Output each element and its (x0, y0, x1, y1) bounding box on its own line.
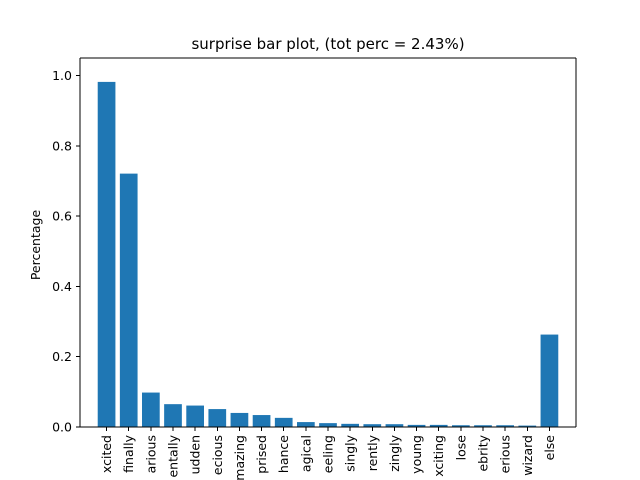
y-tick-label: 0.8 (52, 138, 72, 153)
bar-young (407, 424, 426, 427)
x-tick-label: ecious (210, 435, 225, 475)
x-tick-label: zingly (387, 434, 402, 471)
y-tick-label: 0.6 (52, 209, 72, 224)
x-tick-label: finally (121, 434, 136, 472)
chart-title: surprise bar plot, (tot perc = 2.43%) (191, 35, 464, 53)
x-tick-label: singly (343, 434, 358, 471)
bar-ecious (208, 409, 227, 427)
y-tick-label: 0.2 (52, 349, 72, 364)
bar-agical (297, 422, 315, 427)
x-tick-label: rently (365, 434, 380, 471)
x-tick-label: ebrity (476, 434, 491, 471)
bar-else (540, 334, 559, 427)
x-tick-label: eeling (321, 435, 336, 473)
y-tick-label: 0.0 (52, 420, 72, 435)
y-axis-ticks: 0.0 0.2 0.4 0.6 0.8 1.0 (52, 68, 80, 435)
y-tick-label: 1.0 (52, 68, 72, 83)
x-tick-label: erious (498, 435, 513, 473)
bar-singly (341, 423, 359, 427)
bar-zingly (385, 424, 404, 427)
plot-frame (79, 57, 577, 428)
y-tick-label: 0.4 (52, 279, 72, 294)
x-tick-label: else (542, 435, 557, 461)
y-axis-label: Percentage (28, 210, 43, 281)
bar-udden (186, 405, 204, 427)
bar-wizard (518, 425, 537, 427)
x-tick-label: wizard (520, 435, 535, 476)
bar-erious (496, 425, 514, 427)
x-tick-label: lose (453, 435, 468, 461)
bar-lose (452, 425, 470, 427)
x-axis-ticks: xcited finally arious entally udden ecious maz… (99, 427, 557, 480)
bar-xciting (429, 424, 448, 427)
bar-eeling (319, 423, 337, 427)
bars-layer (97, 81, 559, 428)
x-tick-label: arious (143, 435, 158, 473)
x-tick-label: entally (166, 434, 181, 477)
bar-finally (119, 173, 138, 427)
x-tick-label: agical (298, 435, 313, 472)
x-tick-label: xciting (431, 435, 446, 477)
bar-xcited (97, 81, 116, 428)
x-tick-label: xcited (99, 435, 114, 473)
bar-ebrity (474, 425, 492, 427)
bar-rently (363, 424, 382, 427)
bar-hance (274, 417, 293, 427)
x-tick-label: prised (254, 435, 269, 474)
x-tick-label: hance (276, 435, 291, 473)
x-tick-label: mazing (232, 435, 247, 480)
bar-entally (164, 404, 182, 427)
bar-prised (252, 415, 271, 427)
bar-arious (142, 392, 160, 427)
bar-mazing (230, 412, 249, 427)
x-tick-label: udden (188, 435, 203, 474)
x-tick-label: young (409, 435, 424, 474)
